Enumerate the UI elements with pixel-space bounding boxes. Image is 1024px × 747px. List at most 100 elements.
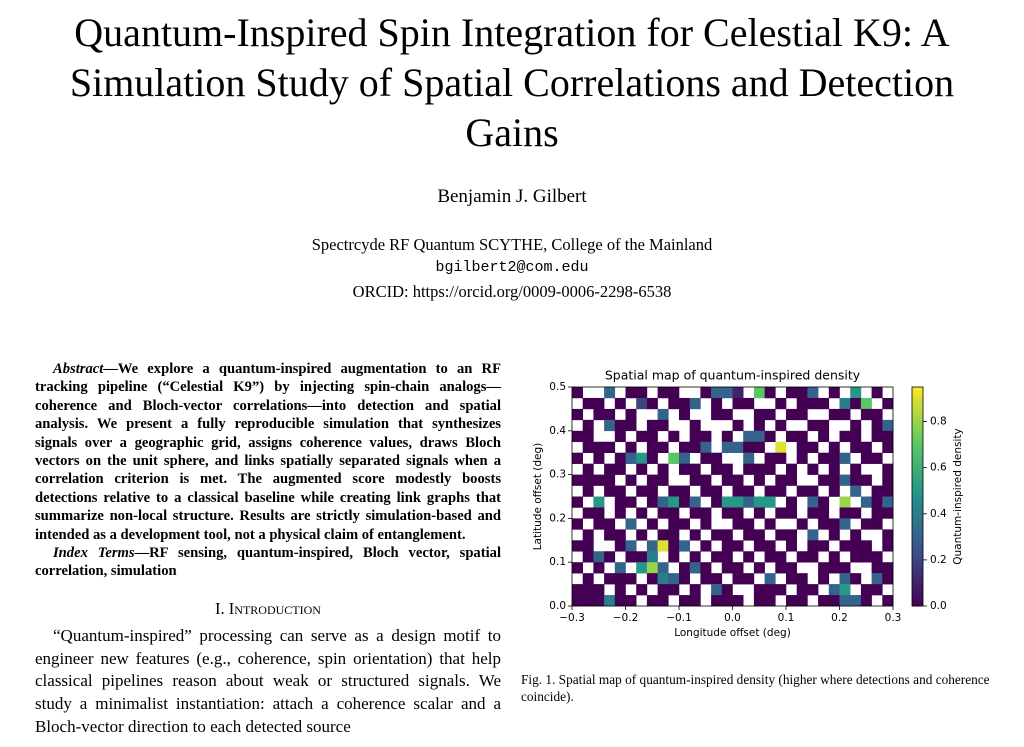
colorbar-step [912,395,923,399]
heatmap-cell [679,452,690,464]
heatmap-cell [850,419,862,432]
y-tick-label: 0.5 [549,381,566,393]
y-axis-label: Latitude offset (deg) [532,443,544,551]
heatmap-cell [625,441,637,453]
colorbar-step [912,555,923,559]
heatmap-cell [860,518,872,530]
y-tick-label: 0.2 [549,512,566,524]
heatmap-cell [721,562,733,574]
heatmap-cell [572,408,583,421]
heatmap-cell [743,518,755,530]
heatmap-cell [839,397,851,410]
heatmap-cell [636,562,648,574]
colorbar-step [912,441,923,445]
heatmap-cell [775,474,787,486]
heatmap-cell [646,419,658,432]
heatmap-cell [871,419,883,432]
heatmap-cell [679,441,690,453]
heatmap-cell [839,562,851,574]
heatmap-cell [604,387,616,399]
heatmap-cell [614,507,626,519]
colorbar-step [912,472,923,476]
colorbar-frame [911,386,924,607]
heatmap-cell [721,551,733,563]
heatmap-cell [828,595,840,607]
abstract-text: —We explore a quantum-inspired augmentat… [35,361,501,543]
heatmap-cell [636,584,648,596]
heatmap-cell [882,397,894,410]
heatmap-cell [572,387,583,399]
heatmap-cell [679,408,690,421]
colorbar-step [912,413,923,416]
heatmap-cell [732,573,744,585]
heatmap-cell [721,540,733,552]
heatmap-cell [582,573,594,585]
heatmap-cell [753,595,765,607]
heatmap-cell [668,430,680,443]
heatmap-cell [743,430,755,443]
heatmap-cell [721,474,733,486]
heatmap-cell [604,419,616,432]
heatmap-cell [839,573,851,585]
heatmap-cell [839,430,851,443]
colorbar-step [912,457,923,460]
colorbar-step [912,465,923,469]
heatmap-cell [582,485,594,497]
heatmap-cell [668,452,680,464]
colorbar-step [912,595,923,598]
heatmap-cell [753,463,765,475]
colorbar-step [912,560,923,563]
heatmap-cell [743,441,755,453]
heatmap-cell [871,562,883,574]
heatmap-cell [753,430,765,443]
heatmap-cell [721,387,733,399]
heatmap-cell [775,452,787,464]
colorbar-step [912,402,923,406]
heatmap-cell [657,419,669,432]
heatmap-cell [732,441,744,453]
heatmap-cell [732,507,744,519]
heatmap-cell [828,387,840,399]
heatmap-cell [657,408,669,421]
heatmap-cell [582,430,594,443]
heatmap-cell [786,529,797,541]
colorbar-step [912,509,923,513]
colorbar-tick-label: 0.2 [930,554,947,566]
heatmap-cell [850,595,862,607]
heatmap-cell [700,485,712,497]
heatmap-cell [839,496,851,508]
colorbar-step [912,546,923,550]
affiliation: Spectrcyde RF Quantum SCYTHE, College of… [311,235,713,254]
heatmap-cell [636,397,648,410]
colorbar-step [912,393,923,397]
heatmap-cell [657,474,669,486]
heatmap-cell [732,485,744,497]
heatmap-cell [604,595,616,607]
heatmap-cell [604,485,616,497]
heatmap-cell [871,573,883,585]
heatmap-cell [646,562,658,574]
colorbar-step [912,459,923,462]
heatmap-cell [732,387,744,399]
heatmap-cell [743,551,755,563]
heatmap-cell [860,397,872,410]
colorbar-step [912,468,923,471]
heatmap-cell [593,507,605,519]
heatmap-cell [721,441,733,453]
heatmap-cell [711,595,723,607]
heatmap-cell [721,463,733,475]
index-terms-text: —RF sensing, quantum-inspired, Bloch vec… [35,545,501,580]
colorbar-step [912,557,923,561]
heatmap-cell [807,496,819,508]
colorbar-tick-label: 0.6 [930,462,947,474]
colorbar-step [912,411,923,414]
colorbar-step [912,408,923,412]
heatmap-cell [700,562,712,574]
heatmap-cell [818,540,830,552]
colorbar-step [912,520,923,524]
colorbar-step [912,529,923,533]
colorbar-step [912,424,923,427]
colorbar-step [912,422,923,425]
heatmap-cell [796,584,808,596]
heatmap-cell [786,474,797,486]
